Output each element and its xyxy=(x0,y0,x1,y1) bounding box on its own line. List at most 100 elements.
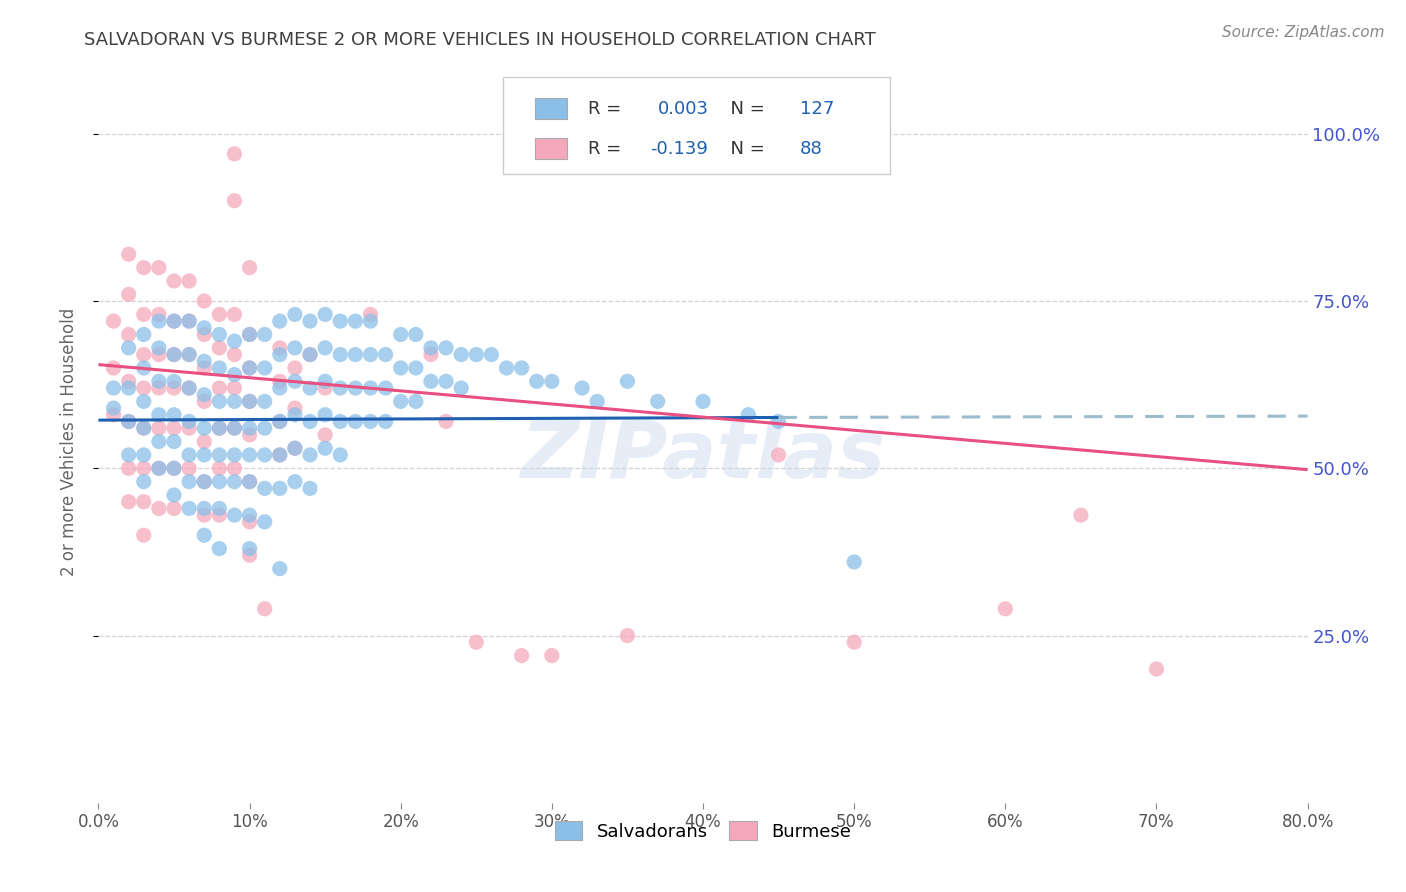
Point xyxy=(269,482,291,496)
Point xyxy=(148,341,170,355)
Point xyxy=(118,448,141,462)
Point xyxy=(179,381,201,395)
Point xyxy=(284,307,307,322)
Point xyxy=(179,348,201,362)
Point xyxy=(193,394,215,409)
Point xyxy=(344,348,367,362)
Point xyxy=(148,260,170,275)
Text: 0.003: 0.003 xyxy=(658,100,709,118)
Point xyxy=(253,515,276,529)
Point xyxy=(450,348,472,362)
Point xyxy=(586,394,609,409)
Point xyxy=(132,494,155,508)
Point xyxy=(269,448,291,462)
Point xyxy=(284,475,307,489)
Point xyxy=(239,548,262,563)
Point xyxy=(179,381,201,395)
Point xyxy=(284,375,307,389)
Point xyxy=(284,341,307,355)
Point xyxy=(269,448,291,462)
Point xyxy=(118,327,141,342)
Point xyxy=(616,628,638,642)
Point xyxy=(239,361,262,376)
FancyBboxPatch shape xyxy=(534,138,567,159)
Point xyxy=(692,394,714,409)
Legend: Salvadorans, Burmese: Salvadorans, Burmese xyxy=(548,814,858,848)
Point xyxy=(132,461,155,475)
Point xyxy=(314,375,336,389)
Point xyxy=(253,327,276,342)
FancyBboxPatch shape xyxy=(503,77,890,174)
Point xyxy=(299,348,322,362)
Point xyxy=(253,394,276,409)
Point xyxy=(132,327,155,342)
Point xyxy=(360,314,382,328)
Point xyxy=(389,361,412,376)
Point xyxy=(434,375,457,389)
Point xyxy=(224,194,246,208)
Point xyxy=(224,307,246,322)
Point xyxy=(132,421,155,435)
Point xyxy=(132,348,155,362)
Point xyxy=(844,555,866,569)
Point xyxy=(344,314,367,328)
Point xyxy=(224,394,246,409)
Point xyxy=(314,408,336,422)
Point xyxy=(314,442,336,455)
Point xyxy=(132,381,155,395)
Point xyxy=(299,314,322,328)
Point xyxy=(329,348,352,362)
Point xyxy=(434,414,457,429)
Point xyxy=(239,394,262,409)
Point xyxy=(616,375,638,389)
Point xyxy=(148,421,170,435)
Point xyxy=(239,421,262,435)
Point xyxy=(224,421,246,435)
Point xyxy=(253,602,276,616)
Point xyxy=(163,488,186,502)
Point xyxy=(465,635,488,649)
Point xyxy=(193,501,215,516)
Point xyxy=(269,314,291,328)
Point xyxy=(179,414,201,429)
Point xyxy=(768,414,790,429)
Point xyxy=(405,327,427,342)
Point xyxy=(163,348,186,362)
Point xyxy=(284,401,307,416)
Text: 88: 88 xyxy=(800,140,823,158)
Point xyxy=(179,501,201,516)
Point xyxy=(253,482,276,496)
Text: 127: 127 xyxy=(800,100,834,118)
Text: -0.139: -0.139 xyxy=(650,140,707,158)
Point xyxy=(163,434,186,449)
Point xyxy=(224,334,246,349)
Point xyxy=(103,314,125,328)
Point xyxy=(284,408,307,422)
Point xyxy=(329,314,352,328)
Point xyxy=(844,635,866,649)
Point xyxy=(208,381,231,395)
Point xyxy=(239,508,262,523)
Point xyxy=(450,381,472,395)
Point xyxy=(239,541,262,556)
Point xyxy=(374,381,396,395)
Point xyxy=(148,381,170,395)
Point xyxy=(118,341,141,355)
Text: Source: ZipAtlas.com: Source: ZipAtlas.com xyxy=(1222,25,1385,40)
Point xyxy=(389,394,412,409)
Point xyxy=(540,375,562,389)
Point xyxy=(465,348,488,362)
Point xyxy=(179,314,201,328)
Point xyxy=(540,648,562,663)
Point xyxy=(163,421,186,435)
Point xyxy=(193,475,215,489)
Point xyxy=(193,421,215,435)
Point xyxy=(208,541,231,556)
Point xyxy=(253,448,276,462)
Point xyxy=(420,341,443,355)
Point xyxy=(314,341,336,355)
Point xyxy=(239,361,262,376)
Point xyxy=(193,448,215,462)
Point xyxy=(224,147,246,161)
Point xyxy=(269,375,291,389)
